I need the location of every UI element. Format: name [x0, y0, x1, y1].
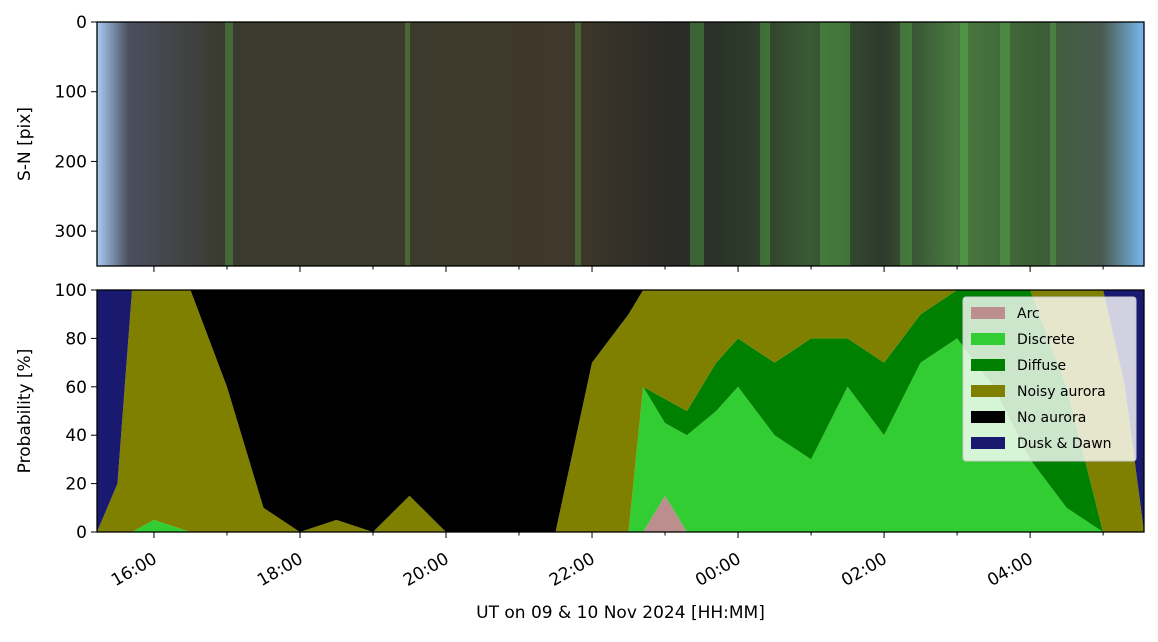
- axes-frame: [96, 21, 1145, 267]
- y-axis-label: S-N [pix]: [15, 107, 35, 181]
- legend-label: Arc: [1017, 306, 1040, 322]
- y-tick-label: 80: [65, 329, 87, 349]
- legend: Arc Discrete Diffuse Noisy aurora No aurora D…: [962, 296, 1137, 462]
- legend-swatch: [971, 307, 1005, 319]
- legend-swatch: [971, 411, 1005, 423]
- x-tick-label: 02:00: [838, 549, 890, 591]
- legend-swatch: [971, 437, 1005, 449]
- axes-frame: [96, 289, 1145, 533]
- x-axis-label: UT on 09 & 10 Nov 2024 [HH:MM]: [476, 603, 765, 623]
- keogram: [97, 22, 1144, 266]
- legend-swatch: [971, 359, 1005, 371]
- y-tick-label: 0: [76, 13, 87, 33]
- legend-label: Noisy aurora: [1017, 384, 1106, 400]
- x-tick-label: 00:00: [692, 549, 744, 591]
- legend-label: No aurora: [1017, 410, 1086, 426]
- y-axis-label: Probability [%]: [15, 349, 35, 474]
- legend-swatch: [971, 333, 1005, 345]
- x-tick-label: 16:00: [108, 549, 160, 591]
- area: [97, 338, 1144, 532]
- area: [97, 290, 1144, 532]
- y-tick-label: 60: [65, 378, 87, 398]
- y-tick-label: 0: [76, 523, 87, 543]
- legend-label: Diffuse: [1017, 358, 1066, 374]
- y-tick-label: 300: [55, 222, 87, 242]
- y-tick-label: 40: [65, 426, 87, 446]
- x-tick-label: 22:00: [546, 549, 598, 591]
- y-tick-label: 200: [55, 152, 87, 172]
- y-tick-label: 100: [55, 281, 87, 301]
- x-tick-label: 20:00: [400, 549, 452, 591]
- y-tick-label: 20: [65, 475, 87, 495]
- legend-label: Discrete: [1017, 332, 1075, 348]
- legend-box: [962, 296, 1137, 462]
- legend-label: Dusk & Dawn: [1017, 436, 1112, 452]
- y-tick-label: 100: [55, 83, 87, 103]
- area: [97, 290, 1144, 532]
- legend-swatch: [971, 385, 1005, 397]
- x-tick-label: 18:00: [254, 549, 306, 591]
- x-tick-label: 04:00: [984, 549, 1036, 591]
